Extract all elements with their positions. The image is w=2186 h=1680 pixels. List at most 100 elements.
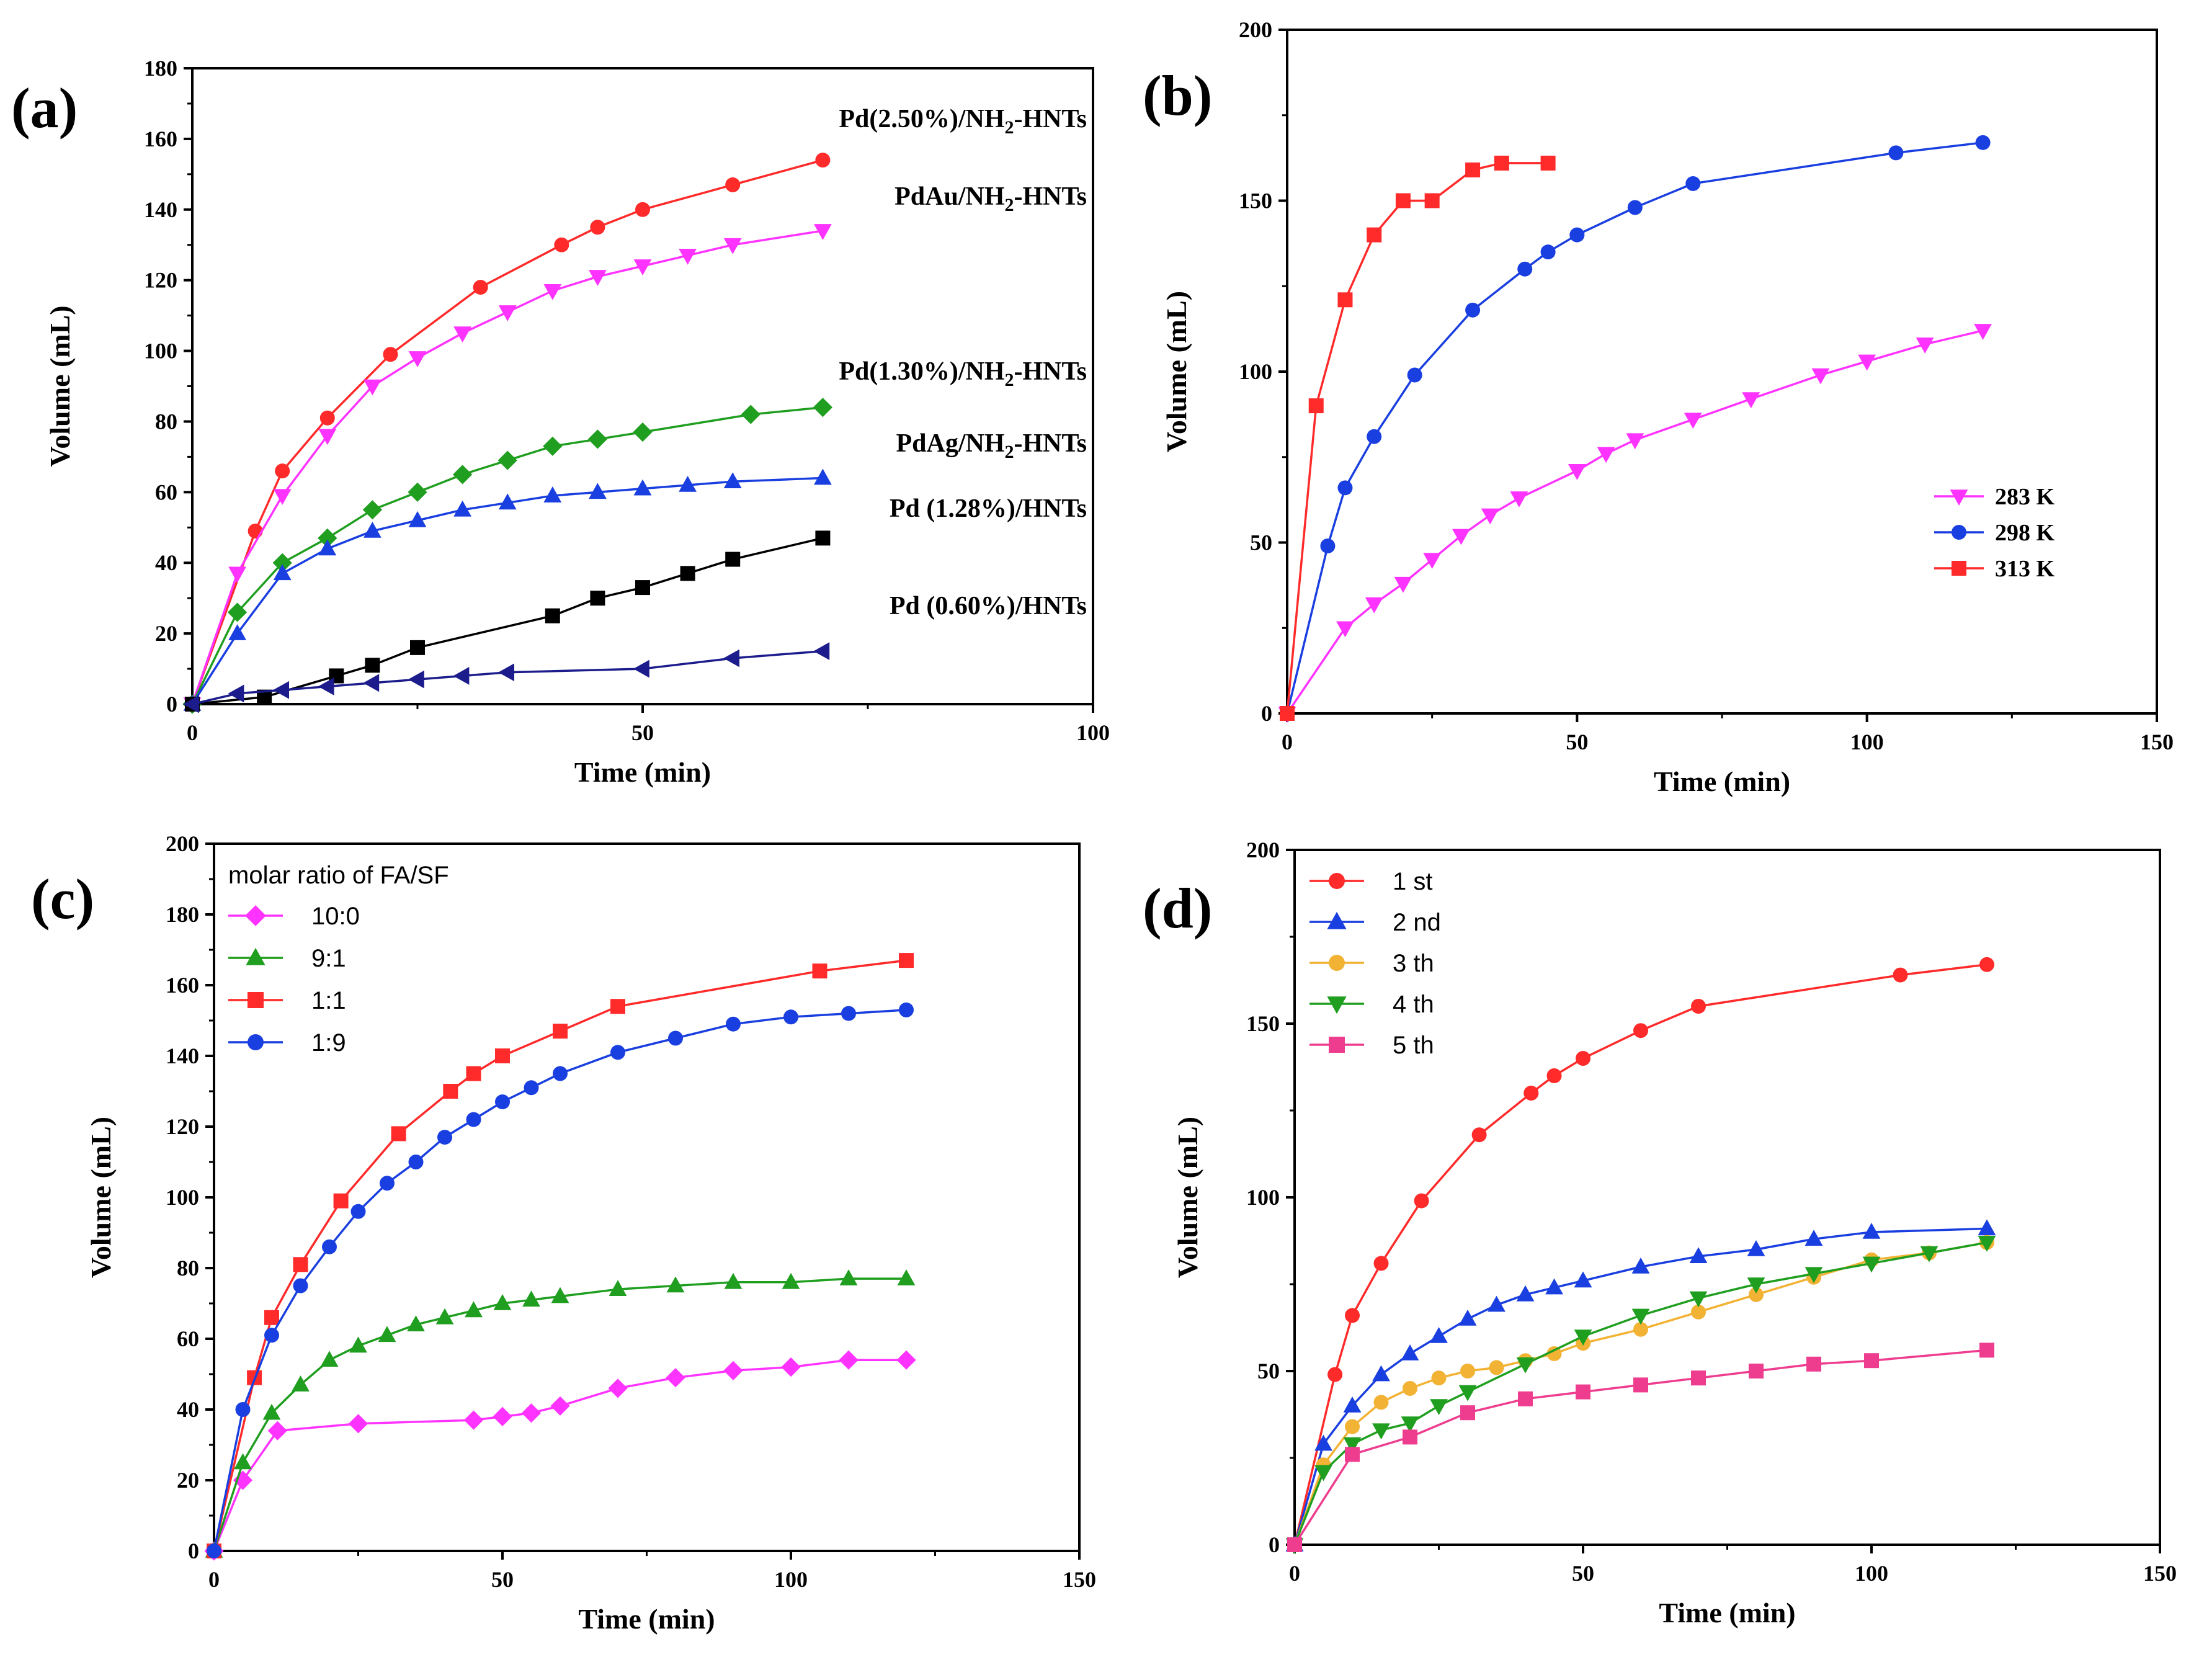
panel-label: (c) — [31, 867, 94, 931]
data-point — [1424, 193, 1440, 208]
data-point — [1569, 227, 1585, 243]
data-point — [1287, 1537, 1302, 1552]
data-point — [1403, 1381, 1417, 1396]
legend-marker — [1952, 561, 1966, 576]
legend-label: 10:0 — [311, 903, 360, 930]
data-point — [524, 1080, 539, 1096]
data-point — [1372, 1365, 1390, 1382]
data-point — [1471, 1127, 1487, 1143]
data-point — [723, 1361, 743, 1380]
legend-marker — [1327, 911, 1347, 929]
series-1 — [1287, 957, 1994, 1552]
y-tick-label: 100 — [1239, 359, 1272, 384]
data-point — [453, 500, 471, 517]
series-1 — [185, 153, 831, 712]
legend-marker — [1329, 1037, 1345, 1053]
data-point — [633, 479, 652, 496]
data-point — [1403, 1429, 1417, 1445]
data-point — [318, 677, 334, 695]
series-annotation: Pd (0.60%)/HNTs — [890, 592, 1087, 620]
data-point — [813, 398, 832, 418]
data-point — [1516, 1357, 1535, 1374]
data-point — [465, 1301, 483, 1318]
x-tick-label: 50 — [491, 1567, 514, 1592]
data-point — [350, 1204, 366, 1219]
data-point — [1460, 1364, 1475, 1378]
y-tick-label: 40 — [177, 1397, 199, 1422]
data-point — [293, 1278, 308, 1294]
data-point — [443, 1084, 458, 1099]
x-tick-label: 0 — [1282, 730, 1293, 754]
data-point — [1524, 1086, 1539, 1101]
x-tick-label: 0 — [1289, 1561, 1300, 1586]
data-point — [1458, 1385, 1477, 1401]
legend-marker — [248, 992, 264, 1008]
data-point — [1633, 1321, 1648, 1337]
series-line — [1286, 141, 1983, 714]
y-axis-title: Volume (mL) — [1161, 291, 1192, 452]
data-point — [410, 640, 425, 655]
data-point — [1510, 491, 1528, 507]
data-point — [408, 1155, 424, 1169]
x-tick-label: 50 — [631, 720, 654, 745]
data-point — [1458, 1310, 1477, 1326]
data-point — [1308, 398, 1324, 414]
legend-label: 9:1 — [311, 945, 346, 972]
data-point — [453, 326, 471, 343]
data-point — [1546, 1068, 1562, 1083]
series-3 — [1287, 1235, 1994, 1552]
data-point — [1481, 508, 1499, 525]
series-annotation: PdAg/NH2-HNTs — [896, 429, 1087, 462]
data-point — [783, 1009, 798, 1025]
data-point — [235, 1402, 251, 1417]
data-point — [1489, 1360, 1504, 1375]
series-3 — [1280, 155, 1556, 721]
data-point — [364, 521, 381, 538]
data-point — [391, 1126, 406, 1142]
data-point — [1685, 176, 1701, 191]
data-point — [1414, 1193, 1429, 1209]
series-line — [1286, 162, 1548, 714]
series-6 — [183, 642, 830, 713]
y-axis-title: Volume (mL) — [85, 1117, 117, 1278]
y-tick-label: 100 — [166, 1185, 199, 1210]
data-point — [1568, 463, 1586, 480]
data-point — [680, 566, 695, 581]
data-point — [453, 667, 470, 685]
data-point — [543, 284, 562, 300]
data-point — [1633, 1023, 1648, 1039]
data-point — [554, 237, 569, 252]
data-point — [380, 1176, 395, 1191]
data-point — [1345, 1308, 1360, 1323]
data-point — [1343, 1437, 1362, 1454]
data-point — [248, 523, 263, 538]
data-point — [319, 410, 335, 426]
series-1 — [204, 1350, 916, 1561]
data-point — [1574, 1271, 1592, 1288]
data-point — [1858, 354, 1876, 371]
data-point — [1978, 1236, 1996, 1252]
data-point — [1518, 1391, 1533, 1406]
series-3 — [182, 398, 832, 714]
x-tick-label: 100 — [774, 1567, 808, 1592]
data-point — [1345, 1447, 1360, 1462]
data-point — [378, 1326, 396, 1343]
data-point — [493, 1294, 512, 1310]
data-point — [1280, 706, 1295, 721]
data-point — [1576, 1384, 1590, 1400]
x-axis-title: Time (min) — [574, 756, 711, 788]
data-point — [1545, 1278, 1563, 1295]
series-2 — [183, 224, 832, 713]
x-tick-label: 0 — [208, 1567, 220, 1592]
data-point — [635, 202, 650, 217]
x-tick-label: 150 — [2143, 1561, 2177, 1586]
data-point — [590, 220, 605, 235]
data-point — [1367, 429, 1382, 444]
legend-label: 298 K — [1995, 520, 2055, 546]
legend: 283 K 298 K 313 K — [1934, 484, 2055, 582]
data-point — [1431, 1370, 1447, 1386]
x-tick-label: 100 — [1855, 1561, 1888, 1586]
data-point — [267, 1421, 287, 1441]
y-tick-label: 120 — [166, 1114, 199, 1139]
